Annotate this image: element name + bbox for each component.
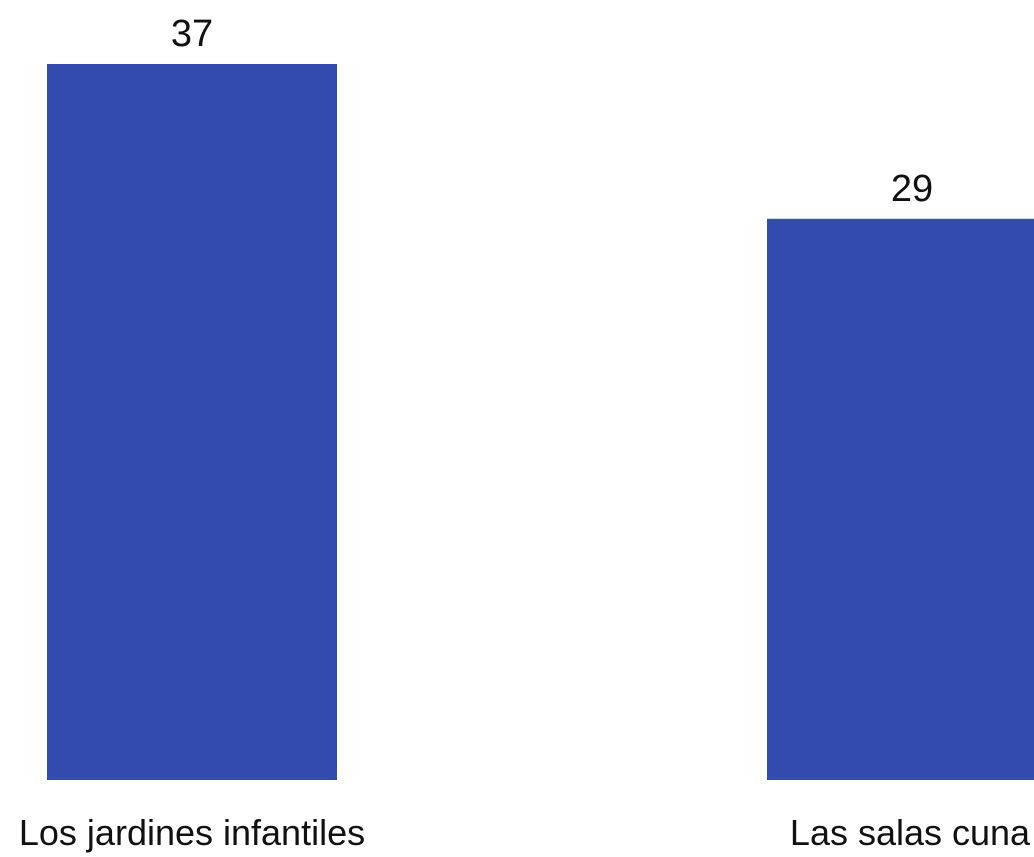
category-label-2: Las salas cuna bbox=[790, 812, 1031, 853]
bars-group bbox=[47, 64, 1034, 781]
bar-2 bbox=[767, 218, 1034, 781]
category-labels-group: Los jardines infantiles Las salas cuna bbox=[19, 812, 1031, 853]
category-label-1: Los jardines infantiles bbox=[19, 812, 365, 853]
bar-1 bbox=[47, 64, 337, 780]
data-labels-group: 37 29 bbox=[171, 13, 933, 210]
data-label-1: 37 bbox=[171, 13, 213, 55]
data-label-2: 29 bbox=[891, 168, 933, 210]
